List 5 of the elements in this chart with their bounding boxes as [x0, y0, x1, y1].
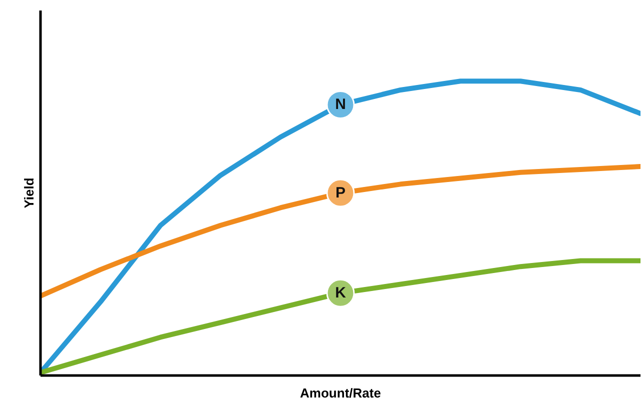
- series-label: N: [335, 96, 346, 114]
- series-label: K: [335, 284, 346, 302]
- x-axis-title: Amount/Rate: [300, 386, 381, 400]
- series-label: P: [336, 184, 346, 202]
- y-axis-title: Yield: [22, 178, 36, 208]
